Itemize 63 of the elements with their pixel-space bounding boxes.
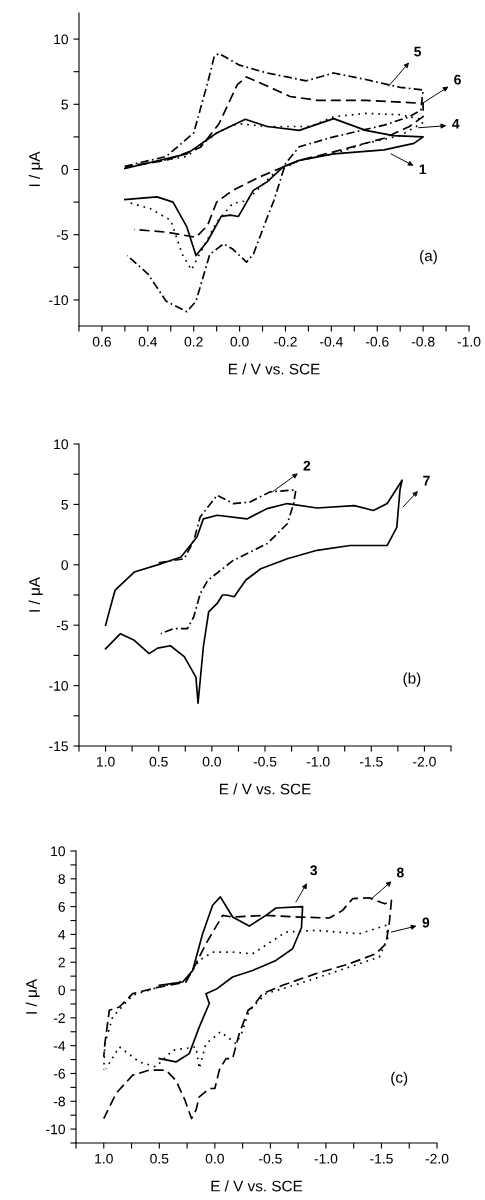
annotation: 9 (422, 917, 430, 928)
y-tick-label: -10 (49, 295, 69, 306)
x-tick-label: -0.5 (259, 1153, 282, 1164)
x-axis-title: E / V vs. SCE (211, 1180, 303, 1192)
x-tick-label: 0.4 (138, 336, 158, 347)
y-axis-title: I / μA (28, 151, 43, 187)
y-tick-label: -10 (46, 1124, 66, 1135)
x-tick-label: 0.5 (149, 756, 168, 767)
x-tick-label: -1.0 (457, 336, 481, 347)
x-tick-label: -1.0 (314, 1153, 338, 1164)
y-tick-label: 6 (58, 901, 65, 912)
y-tick-label: -10 (49, 680, 69, 691)
y-tick-label: -8 (53, 1096, 65, 1107)
x-tick-label: 1.0 (96, 756, 115, 767)
y-tick-label: 2 (58, 957, 65, 968)
y-tick-label: 4 (58, 929, 66, 940)
y-tick-label: -5 (56, 620, 68, 631)
y-tick-label: 8 (58, 874, 65, 884)
annotation: 3 (310, 865, 318, 876)
annotation: (b) (403, 672, 421, 687)
y-axis-title: I / μA (25, 979, 40, 1014)
y-tick-label: 10 (51, 846, 66, 857)
y-tick-label: 10 (54, 439, 69, 450)
y-tick-label: 0 (61, 560, 69, 570)
x-tick-label: -2.0 (425, 1153, 449, 1164)
y-tick-label: 5 (61, 499, 68, 510)
y-axis-title: I / μA (28, 577, 43, 612)
annotation: 2 (303, 460, 311, 471)
annotation: 5 (414, 46, 422, 57)
y-tick-label: 5 (61, 99, 68, 110)
x-tick-label: 0.5 (150, 1153, 169, 1164)
x-tick-label: -1.5 (359, 756, 383, 767)
x-tick-label: -1.5 (370, 1153, 393, 1164)
x-tick-label: 0.2 (184, 336, 203, 347)
annotation: (c) (391, 1071, 408, 1086)
x-tick-label: 0.0 (205, 1153, 224, 1164)
x-tick-label: 0.0 (202, 756, 221, 767)
annotation: 7 (423, 475, 430, 486)
annotation: 4 (452, 119, 460, 129)
x-tick-label: 0.6 (92, 336, 111, 347)
x-tick-label: -0.5 (253, 756, 277, 767)
x-tick-label: -1.0 (306, 756, 330, 767)
y-tick-label: -6 (53, 1068, 65, 1079)
annotation: 1 (419, 164, 427, 175)
x-tick-label: -0.8 (411, 336, 435, 347)
x-tick-label: -0.4 (320, 336, 343, 347)
y-tick-label: 0 (61, 164, 69, 175)
x-axis-title: E / V vs. SCE (228, 363, 320, 375)
x-tick-label: 0.0 (230, 336, 249, 347)
annotation: 8 (396, 867, 404, 878)
y-tick-label: -15 (49, 741, 68, 752)
x-tick-label: -0.6 (365, 336, 389, 347)
x-tick-label: -2.0 (413, 756, 436, 767)
x-tick-label: -0.2 (274, 336, 297, 347)
annotation: (a) (420, 250, 437, 265)
y-tick-label: 0 (58, 985, 66, 996)
x-axis-title: E / V vs. SCE (219, 783, 311, 795)
x-tick-label: 1.0 (95, 1153, 113, 1164)
y-tick-label: 10 (54, 34, 69, 45)
y-tick-label: -2 (53, 1013, 65, 1023)
annotation: 6 (454, 74, 461, 85)
y-tick-label: -5 (56, 230, 68, 240)
y-tick-label: -4 (53, 1041, 66, 1051)
